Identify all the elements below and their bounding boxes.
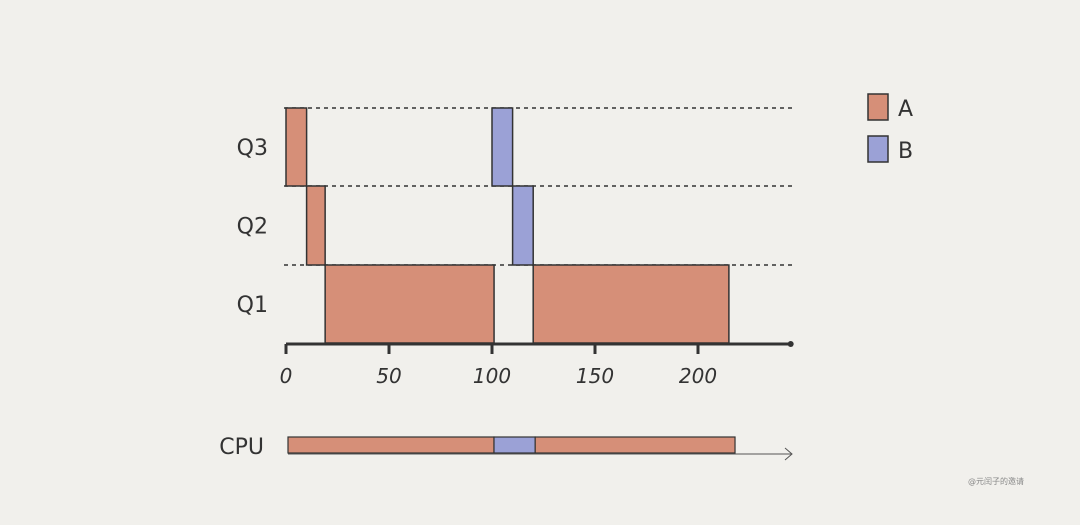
bar-a-q1 (324, 264, 495, 344)
legend-label-b: B (898, 139, 913, 164)
bar-b-q2 (511, 185, 534, 266)
legend-label-a: A (898, 97, 913, 122)
bar-a-q3 (285, 107, 308, 187)
bar-a-q1 (532, 264, 730, 344)
bar-b-q3 (491, 107, 514, 187)
row-label-q1: Q1 (237, 293, 268, 318)
x-tick-label: 200 (679, 364, 717, 388)
row-label-q3: Q3 (237, 136, 268, 161)
watermark: @元闰子的邀请 (968, 476, 1024, 486)
arrow-right-icon (784, 447, 793, 461)
cpu-label: CPU (219, 435, 264, 460)
bar-a-q2 (305, 185, 326, 266)
x-tick-label: 50 (376, 364, 401, 388)
cpu-segment-b (493, 436, 536, 454)
x-tick-label: 150 (576, 364, 614, 388)
legend-swatch-b (867, 135, 889, 163)
cpu-segment-a (534, 436, 736, 454)
x-tick-label: 0 (280, 364, 293, 388)
legend-swatch-a (867, 93, 889, 121)
x-tick-label: 100 (473, 364, 511, 388)
axis-end-dot (787, 341, 794, 347)
cpu-segment-a (287, 436, 495, 454)
row-label-q2: Q2 (237, 215, 268, 240)
